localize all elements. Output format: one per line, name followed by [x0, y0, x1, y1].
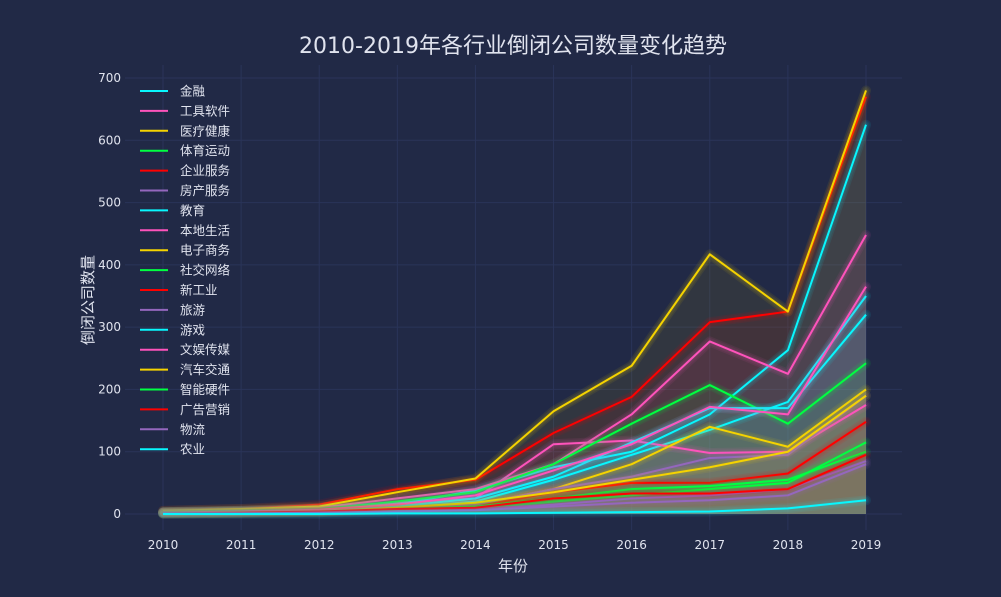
y-tick-label: 700 [98, 71, 121, 85]
legend-item: 本地生活 [140, 223, 230, 238]
x-tick-label: 2016 [616, 538, 647, 552]
legend-label: 旅游 [180, 302, 206, 317]
x-tick-label: 2015 [538, 538, 569, 552]
legend-item: 电子商务 [140, 243, 230, 258]
legend-item: 游戏 [140, 322, 205, 337]
x-tick-label: 2012 [304, 538, 335, 552]
series-line [162, 90, 867, 512]
legend-item: 智能硬件 [140, 382, 230, 397]
y-tick-label: 400 [98, 258, 121, 272]
legend-label: 电子商务 [180, 243, 230, 258]
legend-label: 房产服务 [180, 183, 230, 198]
legend-item: 物流 [140, 422, 206, 437]
y-tick-label: 200 [98, 382, 121, 396]
legend-label: 本地生活 [180, 223, 230, 238]
legend-label: 新工业 [180, 283, 218, 298]
x-axis-label: 年份 [498, 557, 528, 575]
series-area [163, 90, 866, 514]
chart-title: 2010-2019年各行业倒闭公司数量变化趋势 [299, 34, 727, 59]
legend-label: 企业服务 [180, 163, 230, 178]
y-tick-label: 0 [113, 507, 121, 521]
x-tick-label: 2017 [695, 538, 726, 552]
x-tick-label: 2018 [773, 538, 804, 552]
legend-item: 汽车交通 [140, 362, 231, 377]
legend-item: 工具软件 [140, 103, 230, 118]
series-area [163, 296, 866, 514]
y-tick-label: 300 [98, 320, 121, 334]
legend-item: 广告营销 [140, 402, 230, 417]
series-area [163, 363, 866, 514]
legend: 金融工具软件医疗健康体育运动企业服务房产服务教育本地生活电子商务社交网络新工业旅… [140, 84, 231, 457]
axis-ticks: 2010 2011 2012 2013 2014 2015 2016 2017 2018 2019… [98, 71, 881, 552]
legend-label: 体育运动 [180, 143, 230, 158]
legend-item: 新工业 [140, 283, 218, 298]
legend-label: 物流 [180, 422, 206, 437]
legend-label: 社交网络 [180, 263, 231, 278]
x-tick-label: 2013 [382, 538, 413, 552]
legend-label: 广告营销 [180, 402, 230, 417]
legend-label: 医疗健康 [180, 123, 231, 138]
legend-label: 教育 [180, 203, 205, 218]
series-area [163, 454, 866, 514]
legend-item: 医疗健康 [140, 123, 231, 138]
x-tick-label: 2014 [460, 538, 491, 552]
series-area [163, 234, 866, 514]
series-area [163, 286, 866, 514]
x-tick-label: 2019 [851, 538, 882, 552]
y-tick-label: 500 [98, 196, 121, 210]
legend-item: 文娱传媒 [140, 342, 231, 357]
legend-label: 智能硬件 [180, 382, 230, 397]
series-area [163, 314, 866, 514]
series-area [163, 451, 866, 514]
series-area [163, 124, 866, 514]
y-tick-label: 100 [98, 445, 121, 459]
legend-item: 教育 [140, 203, 205, 218]
series-line [162, 286, 867, 514]
legend-label: 农业 [180, 442, 205, 457]
legend-item: 金融 [140, 84, 206, 99]
x-tick-label: 2011 [226, 538, 257, 552]
x-tick-label: 2010 [148, 538, 179, 552]
series-area [163, 395, 866, 514]
legend-label: 游戏 [180, 322, 205, 337]
legend-item: 房产服务 [140, 183, 230, 198]
legend-item: 企业服务 [140, 163, 230, 178]
legend-item: 体育运动 [140, 143, 230, 158]
y-axis-label: 倒闭公司数量 [79, 255, 97, 345]
series-lines [158, 85, 871, 519]
legend-label: 金融 [180, 84, 206, 99]
series-area [163, 500, 866, 514]
legend-label: 文娱传媒 [180, 342, 231, 357]
y-tick-label: 600 [98, 133, 121, 147]
series-line [163, 499, 867, 515]
legend-label: 汽车交通 [180, 362, 231, 377]
legend-item: 社交网络 [140, 263, 231, 278]
legend-item: 农业 [140, 442, 205, 457]
legend-label: 工具软件 [180, 103, 230, 118]
legend-item: 旅游 [140, 302, 206, 317]
series-area [163, 96, 866, 514]
series-area [163, 395, 866, 514]
